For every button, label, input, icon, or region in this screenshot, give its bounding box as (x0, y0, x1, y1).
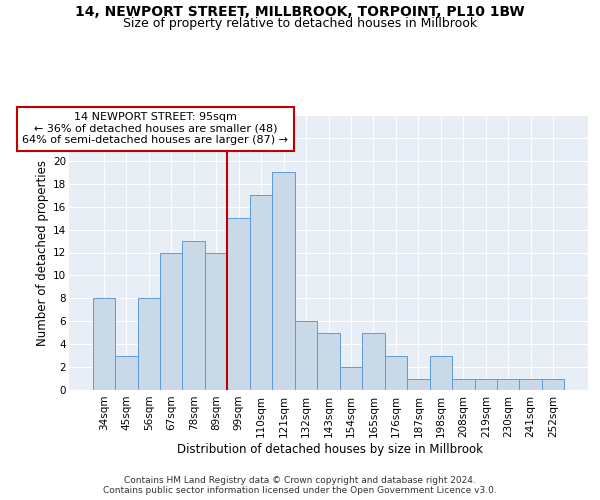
Text: Contains HM Land Registry data © Crown copyright and database right 2024.
Contai: Contains HM Land Registry data © Crown c… (103, 476, 497, 495)
Bar (295, 322, 317, 390)
Bar (160, 252, 182, 390)
Bar (205, 252, 227, 390)
Bar (362, 332, 385, 390)
Bar (430, 356, 452, 390)
Text: Size of property relative to detached houses in Millbrook: Size of property relative to detached ho… (123, 18, 477, 30)
Bar (497, 378, 520, 390)
Bar (137, 298, 160, 390)
Bar (340, 367, 362, 390)
Bar (115, 356, 137, 390)
Y-axis label: Number of detached properties: Number of detached properties (36, 160, 49, 346)
Bar (92, 298, 115, 390)
Bar (407, 378, 430, 390)
Text: 14 NEWPORT STREET: 95sqm
← 36% of detached houses are smaller (48)
64% of semi-d: 14 NEWPORT STREET: 95sqm ← 36% of detach… (23, 112, 289, 146)
Bar (317, 332, 340, 390)
Text: Distribution of detached houses by size in Millbrook: Distribution of detached houses by size … (177, 442, 483, 456)
Bar (385, 356, 407, 390)
Text: 14, NEWPORT STREET, MILLBROOK, TORPOINT, PL10 1BW: 14, NEWPORT STREET, MILLBROOK, TORPOINT,… (75, 5, 525, 19)
Bar (182, 241, 205, 390)
Bar (227, 218, 250, 390)
Bar (272, 172, 295, 390)
Bar (542, 378, 565, 390)
Bar (520, 378, 542, 390)
Bar (250, 195, 272, 390)
Bar (475, 378, 497, 390)
Bar (452, 378, 475, 390)
